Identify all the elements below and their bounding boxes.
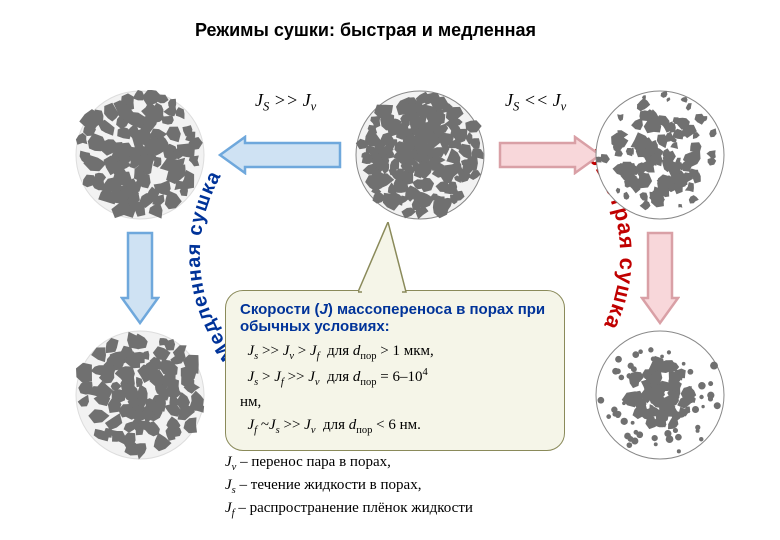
legend: Jv – перенос пара в порах, Js – течение … bbox=[225, 452, 473, 522]
arrow-right-down bbox=[640, 228, 680, 328]
circle-right-bot bbox=[595, 330, 725, 460]
arrow-left bbox=[215, 135, 345, 175]
bubble-l1: Js >> Jv > Jf для dпор > 1 мкм, bbox=[240, 341, 550, 364]
arrow-right bbox=[495, 135, 605, 175]
bubble-l2: Js > Jf >> Jv для dпор = 6–104 bbox=[240, 366, 550, 390]
circle-left-top bbox=[75, 90, 205, 220]
cond-right: JS << Jv bbox=[505, 90, 566, 115]
arrow-left-down bbox=[120, 228, 160, 328]
bubble-l2b: нм, bbox=[240, 392, 550, 412]
speed-bubble: Скорости (J) массопереноса в порах при о… bbox=[225, 290, 565, 451]
bubble-tail bbox=[358, 222, 418, 294]
cond-left: JS >> Jv bbox=[255, 90, 316, 115]
circle-center bbox=[355, 90, 485, 220]
bubble-title: Скорости (J) массопереноса в порах при о… bbox=[240, 301, 550, 335]
circle-left-bot bbox=[75, 330, 205, 460]
page-title: Режимы сушки: быстрая и медленная bbox=[195, 20, 536, 41]
legend-l1: Jv – перенос пара в порах, bbox=[225, 452, 473, 475]
legend-l2: Js – течение жидкости в порах, bbox=[225, 475, 473, 498]
circle-right-top bbox=[595, 90, 725, 220]
legend-l3: Jf – распространение плёнок жидкости bbox=[225, 498, 473, 521]
bubble-l3: Jf ~Js >> Jv для dпор < 6 нм. bbox=[240, 415, 550, 438]
